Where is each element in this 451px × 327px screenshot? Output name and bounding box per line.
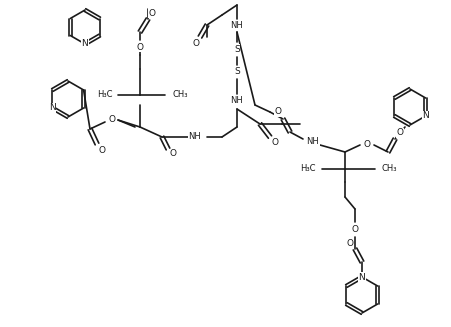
Text: O: O	[363, 141, 370, 149]
Text: O: O	[148, 9, 155, 18]
Text: H₃C: H₃C	[299, 164, 315, 174]
Text: N: N	[358, 272, 364, 282]
Text: O: O	[351, 225, 358, 233]
Text: NH: NH	[306, 137, 319, 146]
Text: NH: NH	[230, 96, 243, 106]
Text: O: O	[169, 149, 176, 159]
Text: NH: NH	[188, 132, 201, 142]
Text: O: O	[274, 108, 281, 116]
Text: S: S	[234, 44, 239, 54]
Text: S: S	[234, 67, 239, 77]
Text: N: N	[421, 112, 428, 121]
Text: CH₃: CH₃	[381, 164, 396, 174]
Text: O: O	[346, 238, 353, 248]
Text: O: O	[108, 115, 115, 125]
Text: H₃C: H₃C	[97, 91, 112, 99]
Text: O: O	[98, 146, 105, 156]
Text: O: O	[192, 39, 199, 47]
Text: N: N	[49, 104, 55, 112]
Text: NH: NH	[230, 21, 243, 29]
Text: O: O	[271, 139, 278, 147]
Text: N: N	[82, 40, 88, 48]
Text: CH₃: CH₃	[173, 91, 188, 99]
Text: O: O	[136, 43, 143, 51]
Text: O: O	[396, 129, 403, 137]
